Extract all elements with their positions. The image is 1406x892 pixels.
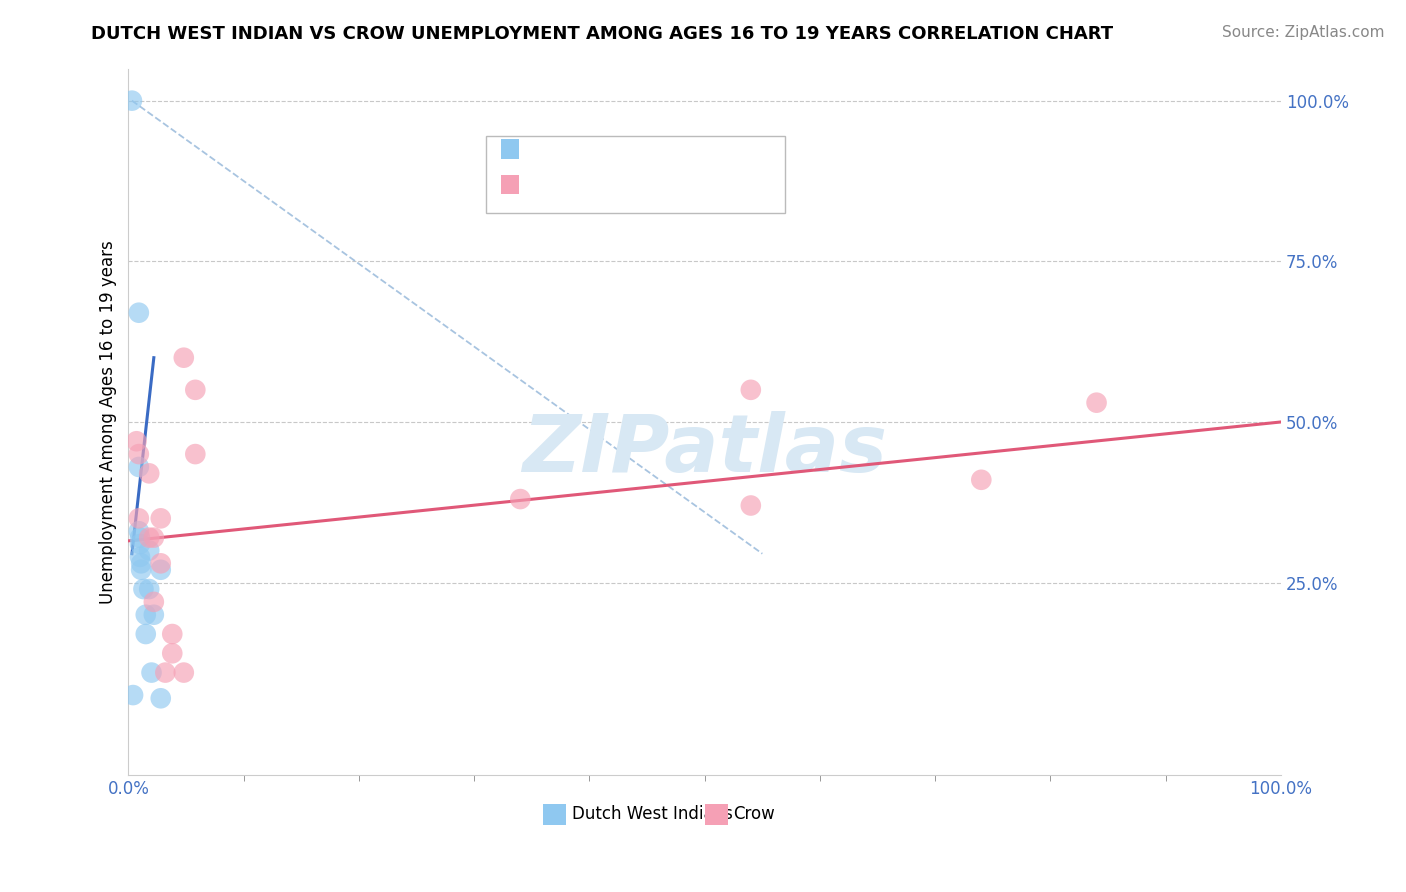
Point [149, 511, 172, 525]
Text: 0.364: 0.364 [575, 176, 631, 194]
Text: R =: R = [529, 140, 568, 158]
Text: DUTCH WEST INDIAN VS CROW UNEMPLOYMENT AMONG AGES 16 TO 19 YEARS CORRELATION CHA: DUTCH WEST INDIAN VS CROW UNEMPLOYMENT A… [91, 25, 1114, 43]
Text: Crow: Crow [734, 805, 775, 823]
Point [132, 582, 155, 596]
Point [138, 543, 160, 558]
Point [142, 531, 165, 545]
Point [740, 499, 762, 513]
Point [970, 473, 993, 487]
Point [740, 383, 762, 397]
Point [128, 511, 150, 525]
Bar [501, 175, 519, 194]
Y-axis label: Unemployment Among Ages 16 to 19 years: Unemployment Among Ages 16 to 19 years [100, 240, 117, 604]
Point [162, 627, 184, 641]
Point [128, 447, 150, 461]
Point [138, 531, 160, 545]
Point [122, 688, 145, 702]
Point [173, 351, 195, 365]
Point [149, 557, 172, 571]
Point [125, 434, 148, 449]
Point [135, 607, 157, 622]
Point [1085, 395, 1108, 409]
Point [142, 595, 165, 609]
Point [509, 492, 531, 507]
Text: Source: ZipAtlas.com: Source: ZipAtlas.com [1222, 25, 1385, 40]
Point [184, 447, 207, 461]
Point [121, 94, 143, 108]
Bar [501, 139, 519, 159]
Point [129, 563, 152, 577]
Point [162, 646, 184, 660]
Point [142, 607, 165, 622]
Text: 0.174: 0.174 [575, 140, 631, 158]
Text: Dutch West Indians: Dutch West Indians [572, 805, 733, 823]
Point [129, 537, 152, 551]
Point [129, 549, 152, 564]
Text: ZIPatlas: ZIPatlas [522, 411, 887, 489]
Point [129, 557, 152, 571]
Point [129, 531, 152, 545]
Point [128, 524, 150, 539]
Point [135, 627, 157, 641]
Text: N =: N = [624, 176, 675, 194]
Point [184, 383, 207, 397]
Point [141, 665, 163, 680]
Point [138, 582, 160, 596]
FancyBboxPatch shape [485, 136, 786, 213]
Text: N =: N = [624, 140, 675, 158]
Point [149, 563, 172, 577]
Point [128, 306, 150, 320]
Text: 19: 19 [688, 140, 713, 158]
Bar [704, 804, 728, 825]
Text: 21: 21 [688, 176, 713, 194]
Point [138, 467, 160, 481]
Point [149, 691, 172, 706]
Bar [543, 804, 567, 825]
Text: R =: R = [529, 176, 568, 194]
Point [128, 459, 150, 474]
Point [155, 665, 177, 680]
Point [173, 665, 195, 680]
